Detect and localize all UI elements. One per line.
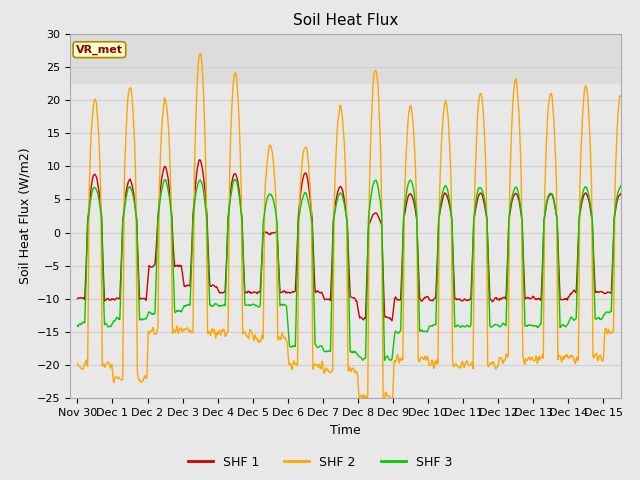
SHF 3	[326, 348, 334, 354]
Line: SHF 1: SHF 1	[77, 160, 621, 321]
SHF 2	[465, 362, 472, 368]
SHF 1	[196, 157, 204, 163]
SHF 3	[306, 207, 314, 213]
SHF 3	[478, 187, 486, 192]
SHF 1	[326, 298, 334, 303]
Bar	[70, 34, 621, 84]
SHF 2	[306, 182, 314, 188]
SHF 2	[617, 94, 625, 100]
SHF 3	[76, 321, 83, 327]
X-axis label: Time: Time	[330, 424, 361, 437]
SHF 2	[326, 370, 334, 375]
Title: Soil Heat Flux: Soil Heat Flux	[293, 13, 398, 28]
SHF 3	[231, 177, 239, 182]
SHF 3	[617, 183, 625, 189]
Text: VR_met: VR_met	[76, 45, 123, 55]
SHF 3	[387, 358, 394, 363]
SHF 1	[150, 264, 157, 269]
SHF 1	[74, 296, 81, 301]
SHF 2	[76, 363, 83, 369]
SHF 2	[150, 326, 157, 332]
SHF 2	[74, 360, 81, 366]
SHF 1	[478, 192, 486, 197]
SHF 3	[465, 324, 472, 330]
Y-axis label: Soil Heat Flux (W/m2): Soil Heat Flux (W/m2)	[19, 148, 31, 284]
SHF 2	[196, 51, 204, 57]
SHF 3	[150, 311, 157, 316]
Line: SHF 3: SHF 3	[77, 180, 621, 360]
Line: SHF 2: SHF 2	[77, 54, 621, 403]
SHF 1	[388, 318, 396, 324]
SHF 1	[465, 298, 472, 303]
SHF 1	[76, 295, 83, 301]
SHF 2	[380, 400, 388, 406]
SHF 1	[306, 194, 314, 200]
SHF 1	[617, 191, 625, 196]
SHF 3	[74, 323, 81, 329]
SHF 2	[478, 95, 486, 100]
Legend: SHF 1, SHF 2, SHF 3: SHF 1, SHF 2, SHF 3	[183, 451, 457, 474]
